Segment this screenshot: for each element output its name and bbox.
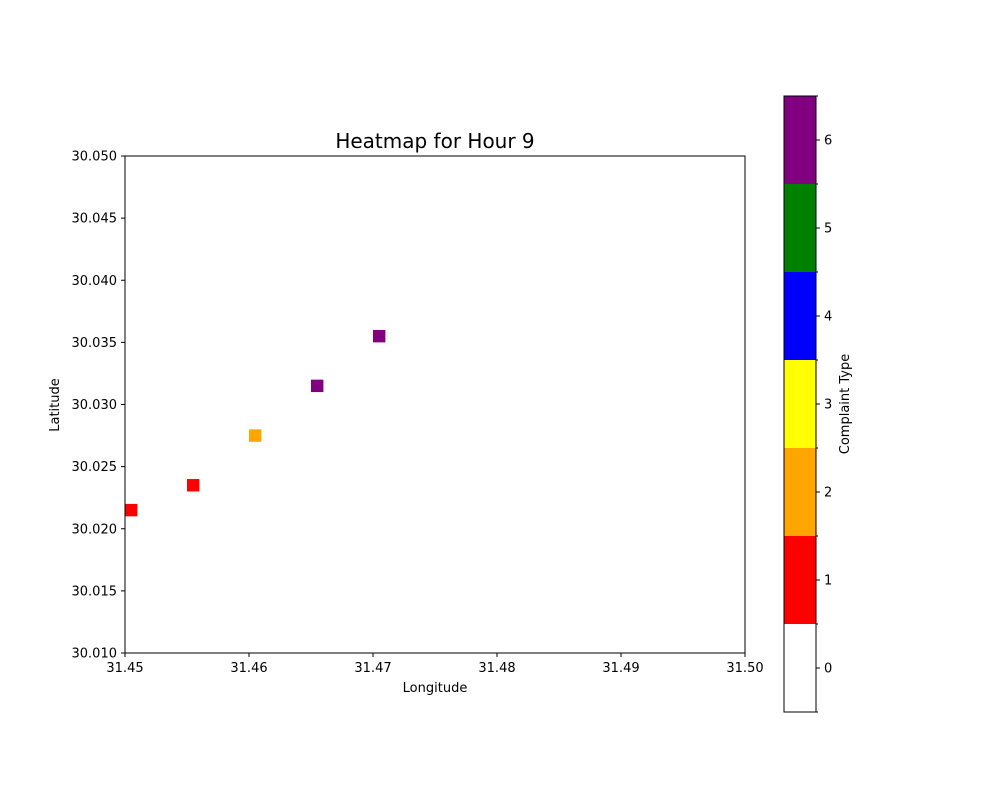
heatmap-cell bbox=[311, 379, 324, 393]
heatmap-cell bbox=[249, 429, 262, 442]
colorbar-tick-label: 5 bbox=[824, 222, 832, 237]
y-tick-label: 30.020 bbox=[72, 522, 118, 537]
plot-area bbox=[125, 156, 745, 653]
x-tick-label: 31.49 bbox=[602, 661, 639, 676]
y-tick-label: 30.045 bbox=[72, 212, 118, 227]
x-tick-label: 31.46 bbox=[230, 661, 267, 676]
plot-background bbox=[125, 156, 745, 653]
colorbar bbox=[784, 96, 816, 712]
x-tick-label: 31.50 bbox=[726, 661, 763, 676]
y-tick-label: 30.015 bbox=[72, 584, 118, 599]
y-tick-label: 30.040 bbox=[72, 274, 118, 289]
x-axis-label: Longitude bbox=[403, 681, 468, 696]
colorbar-segment bbox=[784, 448, 816, 536]
colorbar-segment bbox=[784, 184, 816, 272]
heatmap-cells bbox=[125, 329, 386, 517]
colorbar-segment bbox=[784, 536, 816, 624]
y-axis-label: Latitude bbox=[48, 378, 63, 432]
heatmap-cell bbox=[125, 503, 138, 517]
colorbar-segment bbox=[784, 96, 816, 184]
y-tick-label: 30.010 bbox=[72, 647, 118, 662]
colorbar-tick-label: 6 bbox=[824, 134, 832, 149]
colorbar-segment bbox=[784, 360, 816, 448]
y-tick-label: 30.030 bbox=[72, 398, 118, 413]
heatmap-cell bbox=[373, 329, 386, 343]
chart-title: Heatmap for Hour 9 bbox=[335, 129, 534, 153]
x-tick-label: 31.48 bbox=[478, 661, 515, 676]
colorbar-label: Complaint Type bbox=[838, 354, 853, 454]
colorbar-tick-label: 0 bbox=[824, 662, 832, 677]
heatmap-cell bbox=[187, 479, 200, 492]
y-axis: 30.010 30.015 30.020 30.025 30.030 30.035 30.0… bbox=[72, 150, 125, 662]
y-tick-label: 30.025 bbox=[72, 460, 118, 475]
y-tick-label: 30.035 bbox=[72, 336, 118, 351]
colorbar-ticks: 0 1 2 3 4 5 6 bbox=[816, 95, 832, 713]
y-tick-label: 30.050 bbox=[72, 150, 118, 165]
colorbar-segment bbox=[784, 272, 816, 360]
colorbar-tick-label: 2 bbox=[824, 486, 832, 501]
x-axis: 31.45 31.46 31.47 31.48 31.49 31.50 bbox=[106, 653, 764, 676]
colorbar-tick-label: 4 bbox=[824, 310, 832, 325]
colorbar-tick-label: 3 bbox=[824, 398, 832, 413]
x-tick-label: 31.45 bbox=[106, 661, 143, 676]
x-tick-label: 31.47 bbox=[354, 661, 391, 676]
colorbar-tick-label: 1 bbox=[824, 574, 832, 589]
colorbar-segment bbox=[784, 624, 816, 712]
